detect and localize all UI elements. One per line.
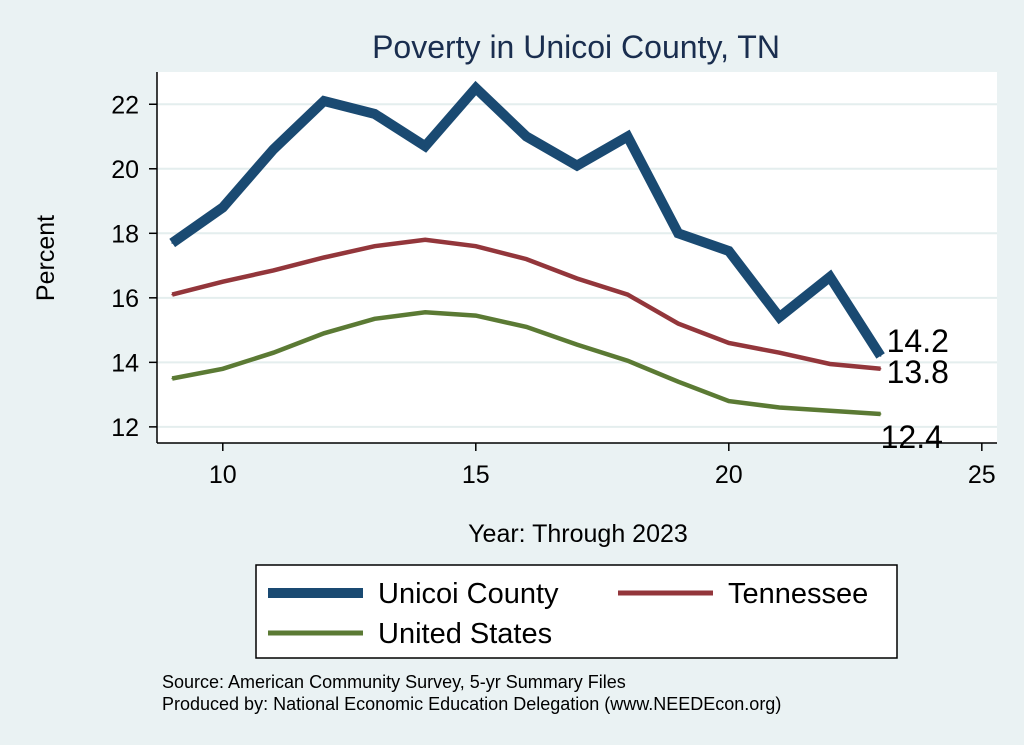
data-point-united-states-20 bbox=[728, 400, 730, 402]
end-label-united-states: 12.4 bbox=[881, 419, 943, 455]
data-point-unicoi-county-13 bbox=[373, 113, 376, 115]
x-axis-ticks: 10 15 20 25 bbox=[209, 443, 996, 489]
data-point-tennessee-20 bbox=[728, 342, 730, 344]
grid-lines bbox=[157, 103, 997, 428]
data-point-unicoi-county-11 bbox=[272, 148, 275, 151]
data-point-tennessee-22 bbox=[829, 363, 831, 365]
data-point-tennessee-23 bbox=[879, 368, 882, 370]
y-tick-label-12: 12 bbox=[111, 414, 139, 442]
data-point-unicoi-county-21 bbox=[778, 316, 781, 318]
data-point-united-states-21 bbox=[778, 406, 781, 409]
data-point-tennessee-9 bbox=[171, 293, 173, 296]
data-point-unicoi-county-18 bbox=[626, 135, 629, 138]
chart-title: Poverty in Unicoi County, TN bbox=[372, 29, 780, 65]
data-point-tennessee-16 bbox=[525, 258, 528, 260]
data-point-united-states-16 bbox=[525, 326, 528, 328]
data-point-tennessee-10 bbox=[221, 280, 224, 283]
y-axis-label: Percent bbox=[32, 215, 60, 301]
data-point-tennessee-13 bbox=[373, 245, 376, 248]
end-label-unicoi-county: 14.2 bbox=[887, 323, 949, 359]
data-point-tennessee-15 bbox=[474, 245, 477, 248]
y-tick-label-16: 16 bbox=[111, 285, 139, 313]
y-axis-ticks: 12 14 16 18 20 22 bbox=[111, 91, 157, 442]
data-point-unicoi-county-23 bbox=[879, 355, 882, 357]
data-point-unicoi-county-10 bbox=[221, 206, 224, 209]
end-label-tennessee: 13.8 bbox=[887, 354, 949, 390]
data-point-unicoi-county-9 bbox=[171, 242, 173, 244]
data-point-united-states-23 bbox=[879, 413, 882, 415]
data-point-unicoi-county-14 bbox=[424, 145, 426, 147]
data-point-united-states-19 bbox=[677, 380, 680, 383]
produced-by-note: Produced by: National Economic Education… bbox=[162, 694, 781, 714]
x-tick-label-20: 20 bbox=[715, 461, 743, 489]
data-point-tennessee-18 bbox=[626, 293, 629, 296]
data-point-united-states-11 bbox=[272, 351, 275, 354]
data-point-tennessee-11 bbox=[272, 269, 275, 272]
data-point-unicoi-county-19 bbox=[677, 232, 680, 235]
series-lines bbox=[169, 80, 885, 417]
data-point-unicoi-county-17 bbox=[576, 164, 578, 167]
y-tick-label-18: 18 bbox=[111, 220, 139, 248]
legend-box bbox=[255, 564, 898, 659]
data-point-united-states-18 bbox=[626, 359, 629, 362]
legend: Unicoi County Tennessee United States bbox=[255, 564, 898, 659]
data-point-tennessee-14 bbox=[424, 238, 426, 241]
data-point-united-states-12 bbox=[323, 332, 325, 335]
data-point-unicoi-county-20 bbox=[728, 250, 730, 252]
y-tick-label-14: 14 bbox=[111, 349, 139, 377]
data-point-united-states-10 bbox=[221, 368, 224, 370]
x-axis-label: Year: Through 2023 bbox=[468, 520, 688, 548]
data-point-unicoi-county-16 bbox=[525, 135, 528, 138]
data-point-united-states-17 bbox=[576, 343, 578, 346]
data-point-united-states-9 bbox=[171, 377, 173, 380]
plot-area bbox=[157, 72, 997, 443]
end-labels: 14.213.8 12.4 bbox=[881, 323, 949, 455]
data-point-united-states-22 bbox=[829, 409, 831, 412]
x-tick-label-25: 25 bbox=[968, 461, 996, 489]
data-point-unicoi-county-15 bbox=[474, 87, 477, 89]
data-point-tennessee-21 bbox=[778, 351, 781, 354]
x-tick-label-10: 10 bbox=[209, 461, 237, 489]
data-point-united-states-15 bbox=[474, 314, 477, 317]
data-point-tennessee-19 bbox=[677, 322, 680, 325]
data-point-united-states-14 bbox=[424, 311, 426, 314]
legend-label-united-states: United States bbox=[378, 618, 552, 650]
y-tick-label-20: 20 bbox=[111, 156, 139, 184]
data-point-united-states-13 bbox=[373, 317, 376, 320]
data-point-tennessee-17 bbox=[576, 277, 578, 280]
y-tick-label-22: 22 bbox=[111, 91, 139, 119]
legend-label-unicoi-county: Unicoi County bbox=[378, 578, 559, 610]
x-tick-label-15: 15 bbox=[462, 461, 490, 489]
legend-label-tennessee: Tennessee bbox=[728, 578, 868, 610]
data-point-tennessee-12 bbox=[323, 256, 325, 259]
data-point-unicoi-county-22 bbox=[829, 276, 831, 278]
data-point-unicoi-county-12 bbox=[323, 100, 325, 102]
source-note: Source: American Community Survey, 5-yr … bbox=[162, 672, 626, 692]
